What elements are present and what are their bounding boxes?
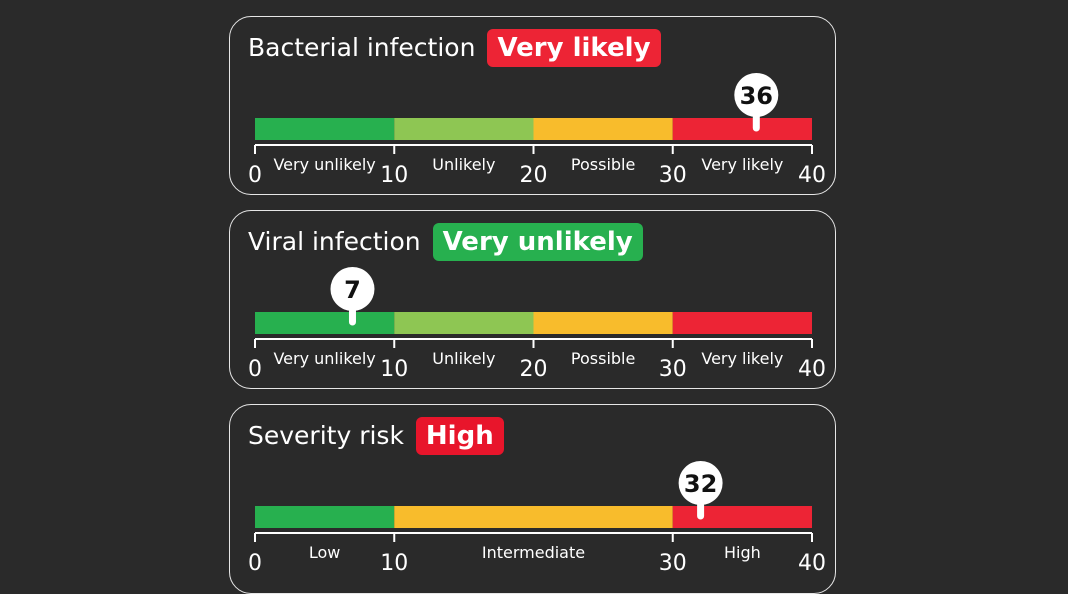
status-badge: Very unlikely: [432, 223, 643, 261]
tick-label: 10: [380, 163, 408, 188]
tick-label: 0: [248, 551, 262, 576]
zone-label: Unlikely: [432, 349, 495, 368]
card-title: Viral infection: [248, 227, 421, 256]
card-title: Bacterial infection: [248, 33, 476, 62]
tick-label: 40: [798, 551, 826, 576]
zone-label: Very unlikely: [273, 349, 375, 368]
value-pin: 32: [678, 461, 723, 520]
scale-segment: [394, 118, 534, 140]
severity-risk-card: Severity risk High 0 10 30 40 Low Intermediat…: [229, 404, 836, 594]
scale-segment: [672, 118, 812, 140]
tick-label: 0: [248, 163, 262, 188]
value-pin: 7: [330, 267, 375, 326]
tick-label: 0: [248, 357, 262, 382]
card-title: Severity risk: [248, 421, 404, 450]
pin-value: 32: [684, 470, 717, 498]
card-header: Severity risk High: [248, 416, 504, 456]
scale-segment: [672, 506, 812, 528]
scale-segment: [533, 312, 673, 334]
tick-label: 20: [520, 357, 548, 382]
tick-label: 30: [659, 357, 687, 382]
tick-label: 20: [520, 163, 548, 188]
scale-segment: [255, 118, 395, 140]
zone-label: Low: [309, 543, 341, 562]
card-header: Bacterial infection Very likely: [248, 28, 661, 68]
pin-head: [734, 73, 779, 117]
risk-scale: 0 10 30 40 Low Intermediate High 32: [230, 405, 837, 584]
tick-label: 40: [798, 163, 826, 188]
tick-label: 30: [659, 551, 687, 576]
bacterial-infection-card: Bacterial infection Very likely 0 10 20 30 4…: [229, 16, 836, 195]
pin-head: [678, 461, 723, 505]
scale-svg: 0 10 20 30 40 Very unlikely Unlikely Possible Ve…: [248, 267, 826, 382]
scale-segment: [394, 312, 534, 334]
scale-segment: [394, 506, 673, 528]
zone-label: Unlikely: [432, 155, 495, 174]
scale-segment: [672, 312, 812, 334]
tick-label: 10: [380, 551, 408, 576]
viral-infection-card: Viral infection Very unlikely 0 10 20 30 40 V…: [229, 210, 836, 389]
zone-label: Very likely: [701, 155, 783, 174]
scale-svg: 0 10 20 30 40 Very unlikely Unlikely Possible Ve…: [248, 73, 826, 188]
card-header: Viral infection Very unlikely: [248, 222, 643, 262]
scale-segment: [533, 118, 673, 140]
tick-label: 40: [798, 357, 826, 382]
tick-label: 10: [380, 357, 408, 382]
zone-label: High: [724, 543, 761, 562]
risk-scale: 0 10 20 30 40 Very unlikely Unlikely Possible Ve…: [230, 17, 837, 196]
risk-scale: 0 10 20 30 40 Very unlikely Unlikely Possible Ve…: [230, 211, 837, 390]
tick-label: 30: [659, 163, 687, 188]
zone-label: Possible: [571, 155, 635, 174]
scale-svg: 0 10 30 40 Low Intermediate High 32: [248, 461, 826, 576]
status-badge: Very likely: [487, 29, 661, 67]
zone-label: Very likely: [701, 349, 783, 368]
scale-segment: [255, 506, 395, 528]
pin-head: [330, 267, 375, 311]
zone-label: Very unlikely: [273, 155, 375, 174]
status-badge: High: [415, 417, 504, 455]
value-pin: 36: [734, 73, 779, 132]
zone-label: Possible: [571, 349, 635, 368]
zone-label: Intermediate: [482, 543, 585, 562]
pin-value: 7: [344, 276, 361, 304]
scale-segment: [255, 312, 395, 334]
pin-value: 36: [740, 82, 773, 110]
